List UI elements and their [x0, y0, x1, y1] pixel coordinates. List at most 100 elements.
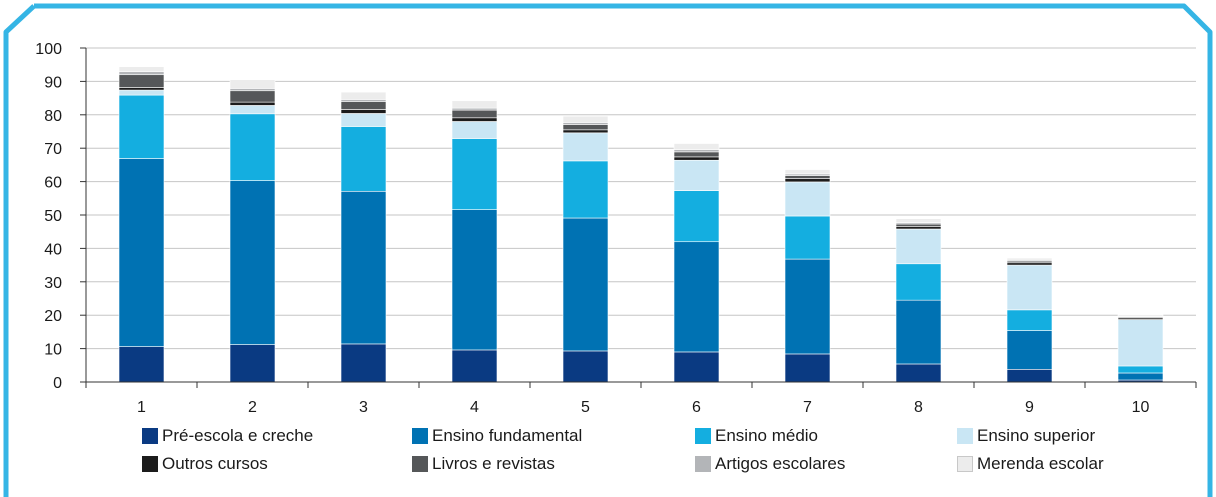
y-tick-label: 50: [44, 208, 62, 225]
bar-segment: [1117, 365, 1164, 374]
bar-segment: [673, 351, 720, 383]
bar-segment: [784, 258, 831, 355]
bar-segment: [562, 122, 609, 125]
bar-segment: [229, 88, 276, 92]
bar-segment: [1117, 372, 1164, 381]
y-tick-label: 40: [44, 241, 62, 258]
bar-segment: [673, 149, 720, 153]
axes: [80, 47, 1197, 388]
bar-stack: [784, 169, 831, 383]
x-tick-label: 8: [914, 399, 923, 416]
x-tick-label: 7: [803, 399, 812, 416]
bar-segment: [673, 151, 720, 158]
y-tick-label: 100: [35, 41, 62, 58]
bar-segment: [784, 175, 831, 179]
bar-segment: [1006, 309, 1053, 331]
y-tick-label: 30: [44, 275, 62, 292]
bar-segment: [451, 121, 498, 139]
bar-segment: [562, 350, 609, 383]
bar-stack: [895, 218, 942, 383]
legend-label: Ensino médio: [715, 426, 819, 445]
bar-segment: [895, 223, 942, 227]
bar-segment: [784, 169, 831, 175]
legend-label: Ensino fundamental: [432, 426, 583, 445]
legend-item: Pré-escola e creche: [142, 424, 313, 448]
bar-segment: [118, 74, 165, 88]
bar-segment: [895, 363, 942, 383]
legend-swatch: [142, 456, 158, 472]
bar-segment: [229, 79, 276, 89]
y-tick-label: 20: [44, 308, 62, 325]
bar-segment: [118, 346, 165, 383]
bar-segment: [673, 156, 720, 161]
bar-segment: [451, 117, 498, 122]
bar-segment: [118, 158, 165, 347]
bar-segment: [673, 143, 720, 150]
legend-item: Ensino médio: [695, 424, 818, 448]
bar-segment: [562, 132, 609, 162]
legend-swatch: [412, 456, 428, 472]
y-tick-label: 80: [44, 108, 62, 125]
bar-segment: [340, 113, 387, 127]
legend-swatch: [412, 428, 428, 444]
x-tick-label: 1: [137, 399, 146, 416]
bar-segment: [229, 113, 276, 181]
legend-item: Ensino fundamental: [412, 424, 582, 448]
y-tick-label: 0: [53, 375, 62, 392]
legend-item: Artigos escolares: [695, 452, 845, 476]
bar-segment: [562, 115, 609, 123]
x-axis-tick-labels: 1 2 3 4 5 6 7 8 9 10: [137, 399, 1149, 416]
bar-segment: [1006, 264, 1053, 311]
bar-segment: [451, 209, 498, 351]
bar-segment: [562, 124, 609, 131]
y-axis-tick-labels: 0 10 20 30 40 50 60 70 80 90 100: [35, 41, 62, 392]
bar-segment: [340, 126, 387, 192]
bar-segment: [895, 226, 942, 230]
bar-segment: [784, 353, 831, 383]
bar-segment: [451, 107, 498, 111]
bar-segment: [1117, 314, 1164, 317]
legend-label: Outros cursos: [162, 454, 268, 473]
bar-segment: [340, 101, 387, 110]
bar-stack: [1117, 314, 1164, 383]
bar-segment: [229, 180, 276, 345]
bar-segment: [451, 109, 498, 119]
bar-segment: [340, 91, 387, 100]
bar-segment: [1006, 262, 1053, 266]
bar-segment: [562, 217, 609, 352]
bar-segment: [673, 241, 720, 353]
bar-segment: [118, 71, 165, 76]
bar-segment: [895, 263, 942, 301]
legend-label: Livros e revistas: [432, 454, 555, 473]
bar-segment: [340, 343, 387, 383]
bar-stack: [340, 91, 387, 383]
legend-label: Artigos escolares: [715, 454, 846, 473]
bar-stack: [229, 79, 276, 383]
bar-segment: [562, 129, 609, 134]
y-tick-label: 60: [44, 175, 62, 192]
legend-swatch: [957, 428, 973, 444]
x-tick-label: 9: [1025, 399, 1034, 416]
x-tick-label: 2: [248, 399, 257, 416]
bar-segment: [451, 138, 498, 210]
bar-segment: [451, 349, 498, 383]
bar-segment: [229, 101, 276, 106]
bar-segment: [1006, 369, 1053, 383]
bar-segment: [673, 159, 720, 191]
x-tick-label: 3: [359, 399, 368, 416]
legend-item: Livros e revistas: [412, 452, 555, 476]
bar-segment: [895, 299, 942, 365]
y-tick-label: 10: [44, 342, 62, 359]
bar-segment: [229, 344, 276, 383]
bars: [118, 66, 1164, 383]
bar-segment: [562, 160, 609, 219]
bar-segment: [229, 105, 276, 115]
legend-label: Ensino superior: [977, 426, 1096, 445]
bar-segment: [784, 215, 831, 260]
bar-segment: [340, 99, 387, 102]
x-tick-label: 10: [1132, 399, 1150, 416]
legend-swatch: [695, 428, 711, 444]
bar-segment: [340, 109, 387, 114]
x-tick-label: 4: [470, 399, 479, 416]
